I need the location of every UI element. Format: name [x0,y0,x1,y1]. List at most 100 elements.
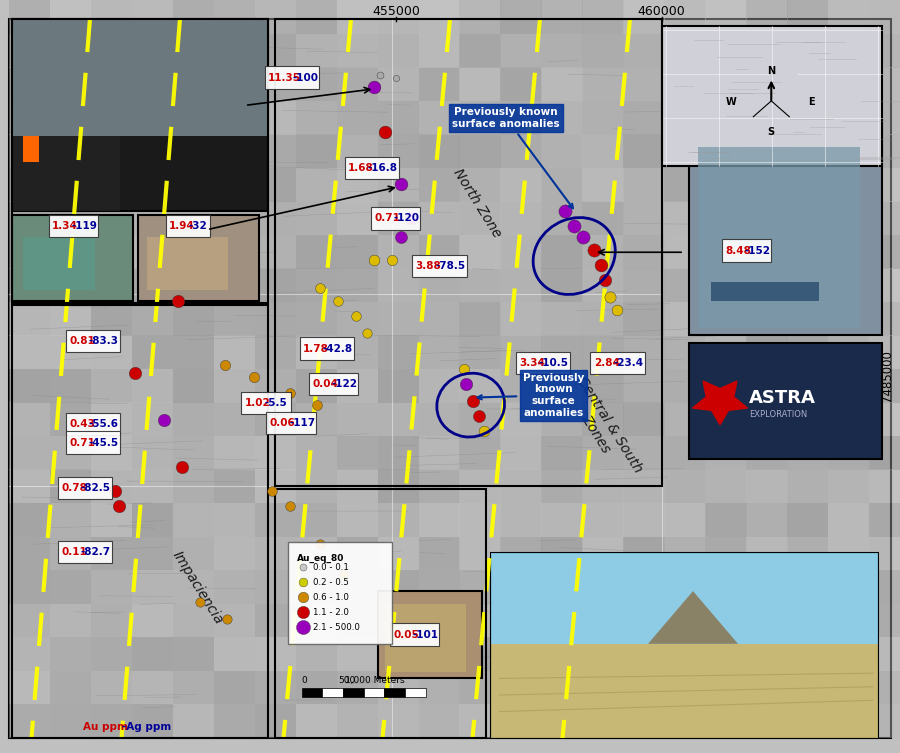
Bar [664,536,706,571]
Text: EXPLORATION: EXPLORATION [749,410,807,419]
Bar [787,536,829,571]
Bar [91,671,132,705]
Bar [295,503,337,537]
Text: N: N [767,66,776,76]
Bar [418,68,460,102]
Bar [746,637,788,671]
FancyBboxPatch shape [66,330,120,352]
Point [366,254,381,266]
Bar [582,536,624,571]
Bar [378,470,419,503]
FancyBboxPatch shape [722,239,771,262]
Bar [746,1,788,34]
Bar [9,336,50,370]
Bar [418,101,460,135]
Bar [459,704,500,738]
Bar [787,336,829,370]
Bar [746,536,788,571]
Bar [459,470,500,503]
Bar [91,135,132,169]
Bar [542,671,583,705]
Bar [255,604,296,637]
Text: -117: -117 [290,418,316,428]
FancyBboxPatch shape [66,431,120,454]
Point [310,399,324,411]
Bar [214,704,256,738]
Bar [706,302,746,336]
Bar [706,235,746,269]
Bar [418,235,460,269]
Bar [787,637,829,671]
Bar [255,704,296,738]
Bar [50,637,92,671]
Bar [173,604,214,637]
Bar [869,369,900,403]
Bar [828,135,869,169]
Bar [582,302,624,336]
Bar [542,135,583,169]
Bar [337,470,378,503]
Bar [295,436,337,470]
Bar [746,436,788,470]
Bar [337,202,378,235]
Bar [459,536,500,571]
Bar [295,268,337,303]
Bar [869,235,900,269]
Text: -100: -100 [292,72,319,83]
Point [296,606,310,618]
Bar [623,235,664,269]
Text: Central & South
Zones: Central & South Zones [561,374,645,484]
Bar [500,68,542,102]
Bar [746,704,788,738]
Point [112,500,126,512]
Bar [378,704,419,738]
Bar [50,704,92,738]
Bar [746,470,788,503]
Bar [9,604,50,637]
Bar [706,68,746,102]
Text: 0.0 - 0.1: 0.0 - 0.1 [313,562,349,572]
Bar [787,302,829,336]
Bar [787,470,829,503]
Bar [664,235,706,269]
Point [247,370,261,383]
Bar [91,1,132,34]
Bar [542,202,583,235]
Bar [706,369,746,403]
Bar [255,101,296,135]
Bar [378,68,419,102]
Point [587,244,601,256]
Bar [295,402,337,437]
Bar [664,268,706,303]
Bar [132,202,173,235]
Text: 0.71: 0.71 [374,213,400,224]
Bar [491,553,878,738]
Bar [255,202,296,235]
Bar [582,369,624,403]
Text: 500: 500 [338,676,356,685]
Text: E: E [808,96,815,107]
Bar [582,470,624,503]
Bar [132,268,173,303]
Bar [500,536,542,571]
Bar [582,637,624,671]
Text: -82.5: -82.5 [81,483,111,493]
Bar [418,302,460,336]
Bar [746,235,788,269]
Point [157,414,171,426]
Bar [828,436,869,470]
Bar [418,268,460,303]
Point [265,485,279,497]
Bar [500,235,542,269]
Bar [869,202,900,235]
Point [348,310,363,322]
Point [283,500,297,512]
Bar [869,637,900,671]
Text: Au_eq_80: Au_eq_80 [297,553,345,562]
Text: -42.8: -42.8 [323,343,353,354]
Bar [9,135,50,169]
Bar [787,570,829,604]
Bar [828,268,869,303]
Text: S: S [768,127,775,137]
Bar [9,637,50,671]
